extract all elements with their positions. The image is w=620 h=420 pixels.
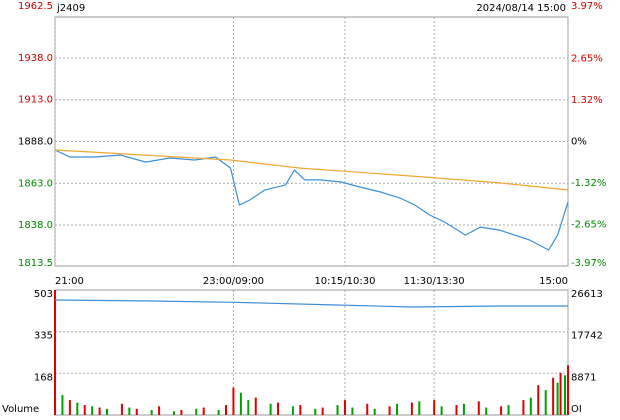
y-tick-label: 1913.0 bbox=[18, 95, 53, 106]
volume-bar bbox=[269, 403, 272, 415]
line-series bbox=[54, 299, 568, 308]
y-tick-label: 168 bbox=[34, 372, 53, 383]
volume-bar bbox=[321, 407, 324, 415]
volume-bar bbox=[239, 392, 242, 415]
y-tick-label: 1838.0 bbox=[18, 220, 53, 231]
y-axis-label: Volume bbox=[2, 404, 39, 415]
volume-bar bbox=[559, 372, 562, 415]
y-tick-label: 335 bbox=[34, 331, 53, 342]
volume-bar bbox=[567, 365, 569, 415]
volume-bar bbox=[232, 387, 235, 415]
y-tick-label: 503 bbox=[34, 289, 53, 300]
volume-bar bbox=[61, 395, 64, 415]
y-tick-label: 1888.0 bbox=[18, 137, 53, 148]
y2-tick-label: 0% bbox=[571, 137, 587, 148]
volume-bar bbox=[462, 403, 465, 415]
volume-bar bbox=[455, 405, 458, 415]
volume-bar bbox=[195, 408, 198, 415]
volume-bar bbox=[373, 408, 376, 415]
volume-bar bbox=[277, 402, 280, 415]
volume-bar bbox=[68, 400, 71, 415]
volume-bar bbox=[440, 406, 443, 415]
x-tick-label: 23:00/09:00 bbox=[203, 276, 264, 287]
y2-tick-label: 2.65% bbox=[571, 53, 603, 64]
volume-bar bbox=[217, 410, 220, 415]
volume-bar bbox=[202, 407, 205, 415]
y2-tick-label: 3.97% bbox=[571, 1, 603, 12]
volume-bar bbox=[556, 382, 559, 415]
y2-tick-label: 17742 bbox=[571, 331, 603, 342]
volume-bar bbox=[418, 401, 421, 415]
volume-bar bbox=[128, 407, 131, 415]
y2-axis-label: OI bbox=[571, 404, 582, 415]
chart-title: j2409 bbox=[56, 3, 85, 14]
y-tick-label: 1938.0 bbox=[18, 53, 53, 64]
volume-bar bbox=[552, 377, 555, 415]
y2-tick-label: 1.32% bbox=[571, 95, 603, 106]
x-tick-label: 21:00 bbox=[55, 276, 84, 287]
volume-bar bbox=[299, 405, 302, 415]
volume-bar bbox=[106, 408, 109, 415]
volume-bar bbox=[477, 401, 480, 415]
volume-bar bbox=[291, 406, 294, 415]
y2-tick-label: -1.32% bbox=[571, 178, 606, 189]
volume-bar bbox=[343, 400, 346, 415]
volume-bar bbox=[537, 385, 540, 415]
volume-bar bbox=[172, 411, 175, 415]
volume-bar bbox=[485, 407, 488, 415]
volume-bar bbox=[98, 407, 101, 415]
x-tick-label: 10:15/10:30 bbox=[314, 276, 375, 287]
y2-tick-label: 8871 bbox=[571, 372, 596, 383]
y2-tick-label: -2.65% bbox=[571, 220, 606, 231]
volume-bar bbox=[120, 403, 123, 415]
x-tick-label: 11:30/13:30 bbox=[404, 276, 465, 287]
line-series bbox=[54, 149, 569, 191]
volume-bar bbox=[180, 410, 183, 415]
volume-bar bbox=[564, 375, 567, 415]
volume-bar bbox=[544, 390, 547, 415]
line-series bbox=[54, 149, 569, 251]
y-tick-label: 1863.0 bbox=[18, 178, 53, 189]
plot-frame bbox=[54, 289, 569, 416]
volume-bar bbox=[225, 405, 227, 415]
volume-bar bbox=[396, 403, 398, 415]
volume-bar bbox=[150, 410, 153, 415]
y2-tick-label: 26613 bbox=[571, 289, 603, 300]
volume-bar bbox=[314, 408, 317, 415]
volume-bar bbox=[529, 397, 532, 415]
volume-bar bbox=[507, 405, 510, 415]
volume-bar bbox=[336, 405, 339, 415]
volume-bar bbox=[522, 400, 525, 415]
y-tick-label: 1962.5 bbox=[18, 1, 53, 12]
volume-bar bbox=[351, 407, 354, 415]
volume-bar bbox=[388, 406, 391, 415]
volume-bar bbox=[91, 406, 94, 415]
volume-bar bbox=[54, 290, 56, 415]
volume-bar bbox=[410, 402, 413, 415]
volume-bar bbox=[158, 406, 161, 415]
volume-bar bbox=[500, 406, 503, 415]
volume-bar bbox=[254, 397, 257, 415]
volume-bar bbox=[76, 402, 79, 415]
volume-bar bbox=[366, 403, 369, 415]
y2-tick-label: -3.97% bbox=[571, 258, 606, 269]
volume-bar bbox=[433, 400, 436, 415]
x-tick-label: 15:00 bbox=[539, 276, 568, 287]
chart-time: 2024/08/14 15:00 bbox=[476, 3, 566, 14]
volume-bar bbox=[247, 400, 250, 415]
volume-bar bbox=[83, 405, 86, 415]
y-tick-label: 1813.5 bbox=[18, 258, 53, 269]
volume-bar bbox=[135, 408, 138, 415]
